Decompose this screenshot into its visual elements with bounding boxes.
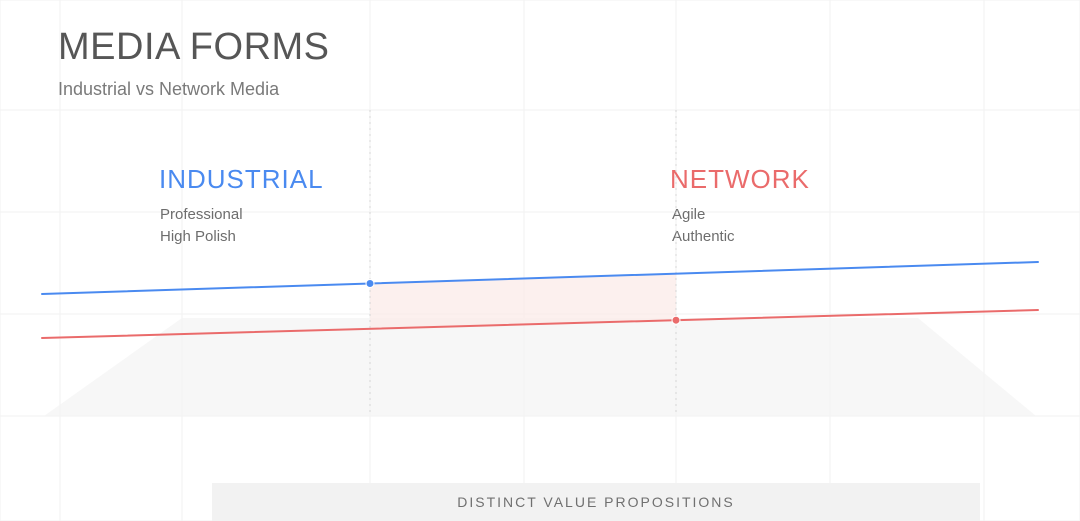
footer-label: DISTINCT VALUE PROPOSITIONS (457, 494, 735, 510)
trait-network-2: Authentic (672, 226, 735, 248)
column-heading-network: NETWORK (670, 164, 810, 195)
trait-network-1: Agile (672, 204, 735, 226)
trait-industrial-2: High Polish (160, 226, 243, 248)
footer-label-bar: DISTINCT VALUE PROPOSITIONS (212, 483, 980, 521)
page-title: MEDIA FORMS (58, 26, 330, 69)
page-subtitle: Industrial vs Network Media (58, 79, 279, 100)
trait-industrial-1: Professional (160, 204, 243, 226)
column-traits-network: Agile Authentic (672, 204, 735, 248)
column-traits-industrial: Professional High Polish (160, 204, 243, 248)
column-heading-industrial: INDUSTRIAL (159, 164, 324, 195)
